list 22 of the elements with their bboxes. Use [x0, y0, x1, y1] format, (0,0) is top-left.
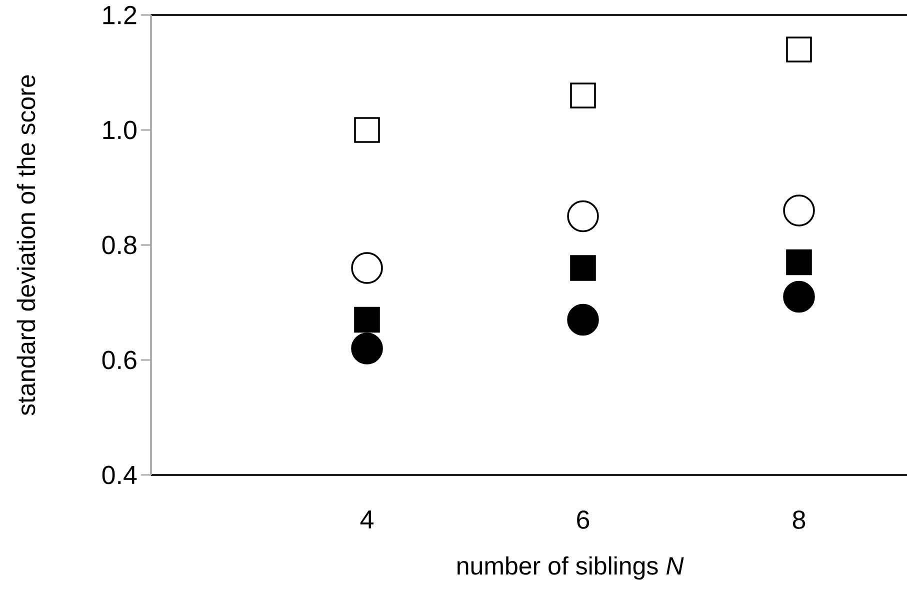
y-tick-label: 0.8	[102, 236, 136, 254]
point	[786, 36, 812, 62]
x-tick-label: 8	[792, 510, 806, 529]
y-tick-label: 0.6	[102, 350, 136, 370]
point	[786, 249, 812, 276]
point	[351, 252, 383, 284]
point	[351, 332, 383, 364]
point	[354, 117, 380, 143]
point	[567, 200, 599, 232]
point	[783, 280, 815, 313]
y-tick-label: 0.4	[102, 466, 137, 484]
x-axis-title: number of siblings N	[458, 556, 684, 580]
point	[570, 255, 596, 281]
point	[783, 194, 815, 226]
point	[354, 306, 380, 333]
point	[567, 304, 599, 336]
x-tick-label: 4	[360, 510, 374, 528]
x-tick-label: 6	[577, 510, 590, 529]
point	[570, 82, 596, 108]
y-tick-label: 1.0	[103, 120, 136, 140]
y-tick-label: 1.2	[103, 6, 136, 24]
y-axis-title: standard deviation of the score	[16, 75, 36, 416]
